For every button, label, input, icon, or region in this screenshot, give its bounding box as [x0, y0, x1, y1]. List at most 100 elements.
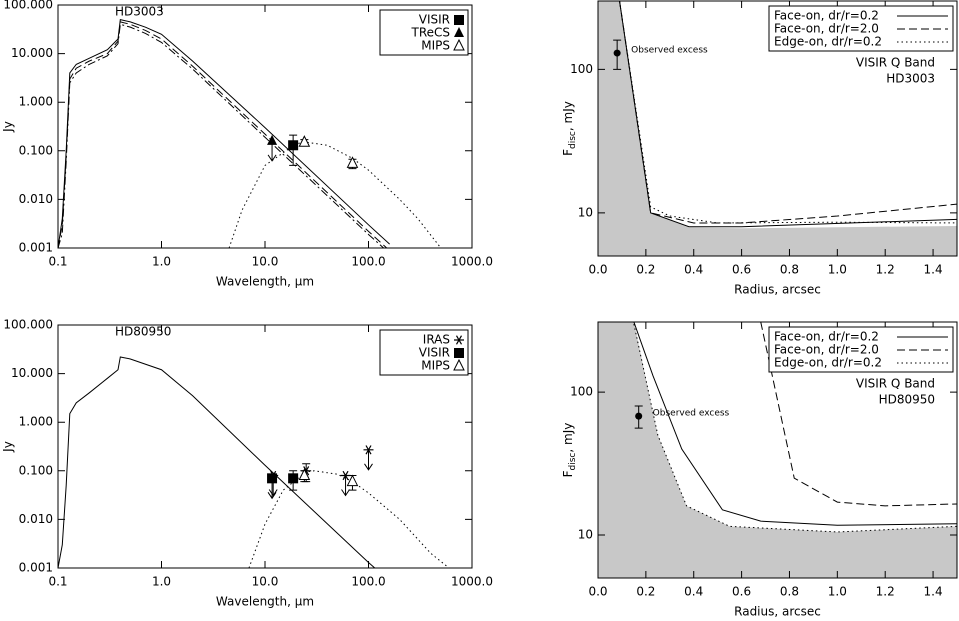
- x-tick-label: 1000.0: [451, 255, 493, 269]
- marker-open-triangle: [453, 38, 465, 51]
- y-tick-label: 100.000: [3, 0, 53, 12]
- x-axis-label: Wavelength, μm: [216, 275, 314, 289]
- marker: [363, 445, 374, 455]
- sensitivity-area: [598, 1, 957, 256]
- marker-asterisk: [454, 335, 464, 345]
- y-axis-label: Jy: [1, 441, 15, 453]
- plot-area: [598, 322, 957, 578]
- x-tick-label: 0.8: [780, 585, 799, 599]
- y-axis-label-main: Jy: [1, 121, 15, 133]
- x-tick-label: 100.0: [351, 575, 385, 589]
- marker: [454, 27, 464, 37]
- model-line: [58, 356, 376, 568]
- marker: [453, 38, 465, 51]
- legend-label: MIPS: [421, 39, 450, 53]
- x-tick-label: 0.0: [588, 585, 607, 599]
- x-tick-label: 0.6: [732, 585, 751, 599]
- target-label: HD80950: [115, 325, 171, 339]
- y-axis-label: Jy: [1, 121, 15, 133]
- y-axis-label: Fdisc, mJy: [561, 101, 578, 156]
- x-tick-label: 0.6: [732, 263, 751, 277]
- annotation: Observed excess: [631, 46, 708, 56]
- marker-circle: [613, 49, 621, 57]
- legend-label: Face-on, dr/r=2.0: [774, 343, 879, 357]
- x-tick-label: 10.0: [252, 575, 279, 589]
- marker: [453, 358, 465, 371]
- marker-open-triangle: [346, 156, 359, 168]
- y-tick-label: 0.100: [19, 463, 53, 477]
- model-line: [619, 1, 957, 228]
- x-tick-label: 1.4: [924, 585, 943, 599]
- marker: [267, 473, 278, 484]
- x-tick-label: 1.0: [152, 575, 171, 589]
- y-axis-label-rest: , mJy: [561, 423, 575, 453]
- model-line: [633, 322, 957, 526]
- x-tick-label: 100.0: [351, 255, 385, 269]
- x-tick-label: 0.4: [684, 585, 703, 599]
- y-tick-label: 1.000: [19, 415, 53, 429]
- plot-area: [598, 1, 957, 256]
- marker: [613, 49, 621, 57]
- marker-square: [288, 140, 299, 151]
- axes-frame: [597, 321, 958, 579]
- x-tick-label: 1.2: [876, 585, 895, 599]
- marker-square: [267, 473, 278, 484]
- y-axis-label: Fdisc, mJy: [561, 423, 578, 478]
- band-label: VISIR Q Band: [856, 56, 935, 70]
- y-tick-label: 0.001: [19, 561, 53, 575]
- y-tick-label: 10.000: [11, 46, 53, 60]
- marker: [288, 473, 299, 484]
- target-label: HD80950: [879, 393, 935, 407]
- marker-open-triangle: [298, 468, 311, 481]
- marker-open-triangle: [298, 135, 311, 147]
- marker-circle: [635, 412, 643, 420]
- marker: [454, 15, 464, 25]
- model-line: [248, 470, 450, 568]
- x-tick-label: 1.0: [828, 585, 847, 599]
- legend-label: IRAS: [423, 333, 450, 347]
- y-axis-label-sub: disc: [568, 453, 578, 471]
- model-line: [760, 322, 957, 507]
- plot-area: [58, 356, 450, 568]
- y-tick-label: 100: [570, 62, 593, 76]
- marker-triangle: [267, 134, 278, 145]
- target-label: HD3003: [115, 5, 164, 19]
- marker-square: [454, 348, 464, 358]
- marker-square: [288, 473, 299, 484]
- marker-open-triangle: [346, 474, 359, 487]
- y-axis-label-main: F: [561, 470, 575, 477]
- x-tick-label: 0.1: [48, 255, 67, 269]
- marker: [454, 335, 464, 345]
- y-axis-label-main: Jy: [1, 441, 15, 453]
- x-tick-label: 1.4: [924, 263, 943, 277]
- legend-label: Face-on, dr/r=2.0: [774, 22, 879, 36]
- y-tick-label: 10: [578, 205, 593, 219]
- marker-asterisk: [363, 445, 374, 455]
- x-tick-label: 0.4: [684, 263, 703, 277]
- marker: [454, 348, 464, 358]
- upper-limit-arrow: [364, 449, 373, 471]
- marker-square: [454, 15, 464, 25]
- target-label: HD3003: [886, 72, 935, 86]
- x-tick-label: 10.0: [252, 255, 279, 269]
- marker: [298, 135, 311, 147]
- marker-open-triangle: [453, 358, 465, 371]
- model-line: [58, 23, 384, 248]
- y-tick-label: 100.000: [3, 318, 53, 332]
- upper-limit-arrow: [341, 475, 350, 497]
- legend-label: Edge-on, dr/r=0.2: [774, 35, 882, 49]
- legend-box: [379, 329, 469, 376]
- legend-box: [379, 9, 469, 56]
- marker: [298, 468, 311, 481]
- marker: [288, 140, 299, 151]
- y-tick-label: 1.000: [19, 95, 53, 109]
- x-tick-label: 0.1: [48, 575, 67, 589]
- legend-label: MIPS: [421, 359, 450, 373]
- y-tick-label: 0.010: [19, 192, 53, 206]
- x-tick-label: 1.2: [876, 263, 895, 277]
- legend-label: Face-on, dr/r=0.2: [774, 9, 879, 23]
- model-line: [619, 1, 957, 224]
- marker: [346, 156, 359, 168]
